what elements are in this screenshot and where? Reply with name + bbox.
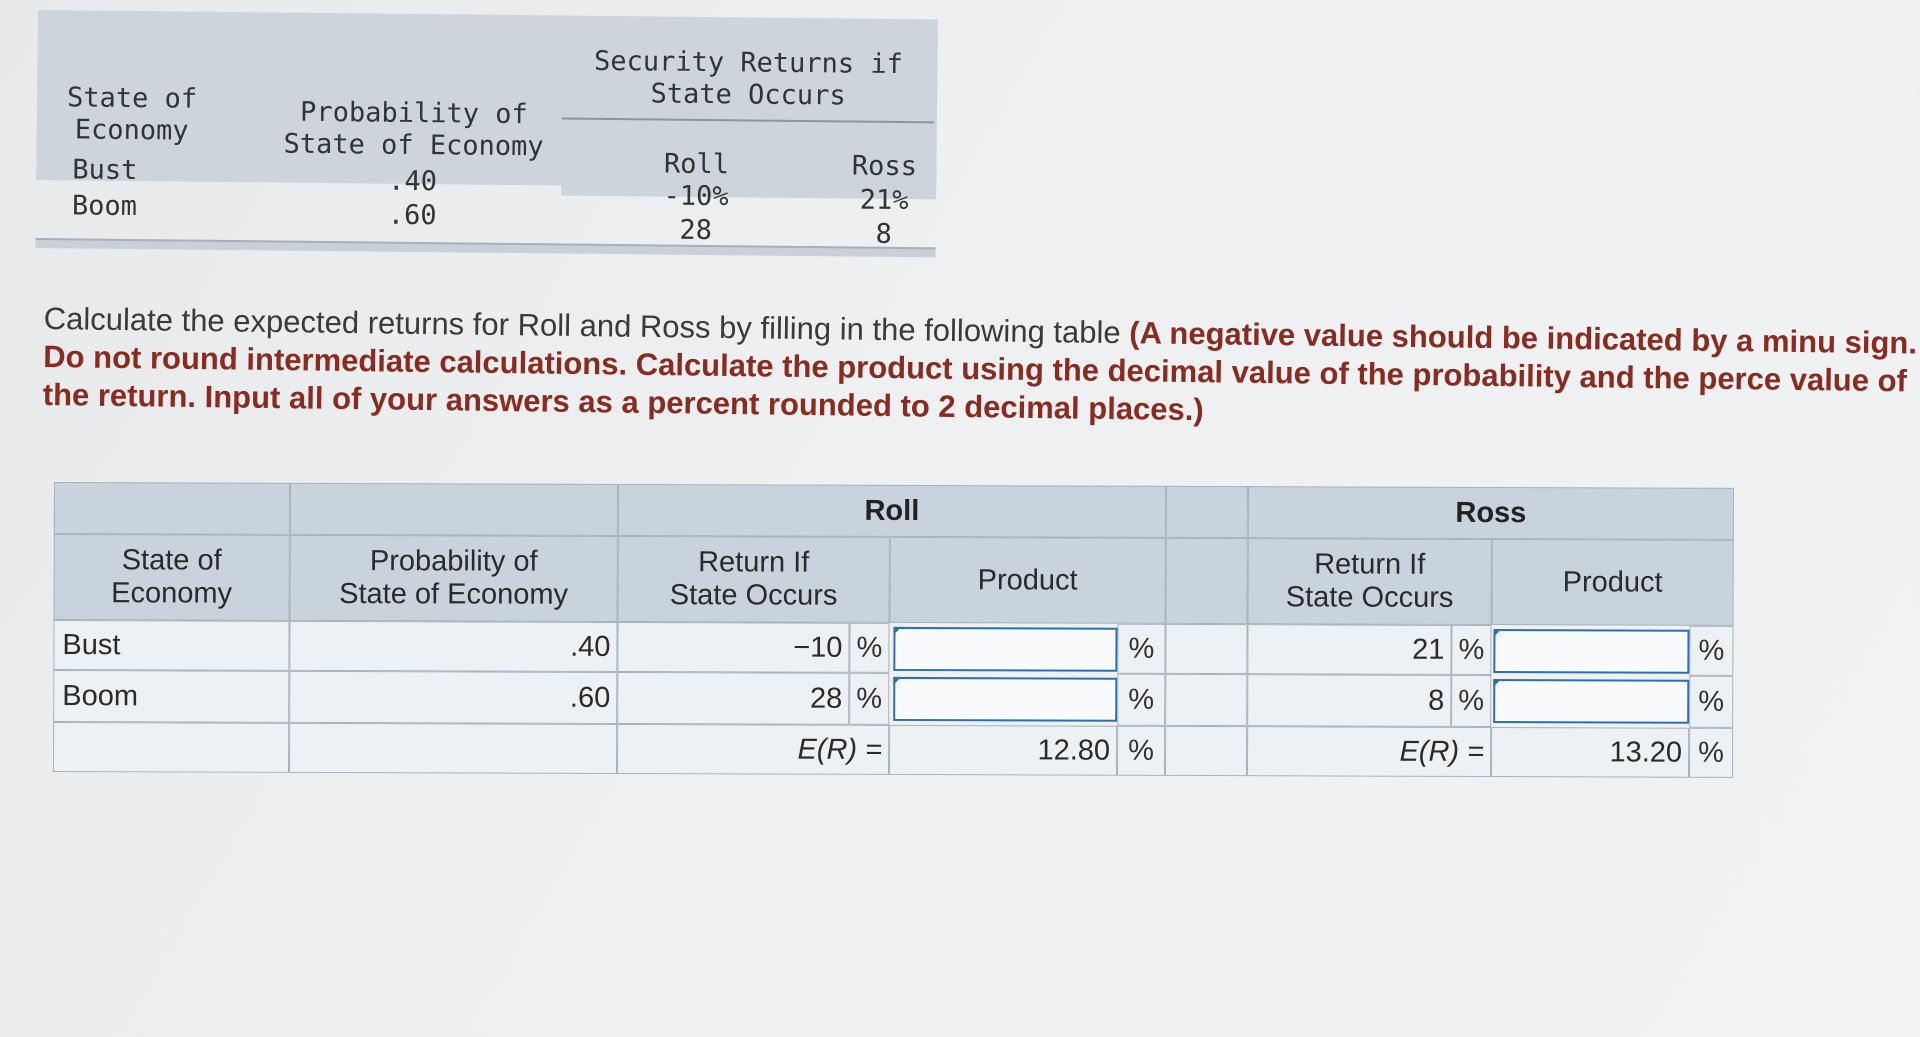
given-col-roll: Roll: [663, 148, 730, 181]
row-boom-probability: .60: [289, 670, 618, 724]
group-header-spacer: [1165, 485, 1248, 539]
col-spacer: [1165, 537, 1248, 625]
row-bust-ross-product-pct: %: [1689, 625, 1734, 676]
given-row-bust-prob: .40: [388, 165, 438, 198]
col-state-of-economy: State of Economy: [53, 533, 290, 621]
given-row-boom-roll: 28: [679, 214, 713, 247]
row-boom-spacer: [1165, 673, 1248, 727]
row-bust-probability: .40: [289, 620, 618, 672]
given-col-ross: Ross: [851, 150, 918, 183]
group-header-blank-2: [289, 482, 618, 536]
row-bust-ross-return: 21: [1247, 624, 1452, 675]
roll-er-pct: %: [1116, 725, 1166, 776]
ross-er-value: 13.20: [1490, 727, 1690, 778]
given-data-table: Security Returns if State Occurs State o…: [35, 10, 938, 277]
row-bust-roll-return: −10: [617, 621, 850, 673]
row-bust-roll-product-pct: %: [1117, 623, 1166, 674]
instructions-paragraph: Calculate the expected returns for Roll …: [43, 300, 1920, 439]
security-returns-header: Security Returns if State Occurs: [593, 45, 904, 112]
row-bust-ross-product-input[interactable]: [1493, 629, 1690, 674]
ross-group-header: Ross: [1247, 486, 1734, 540]
row-boom-ross-return-pct: %: [1451, 674, 1492, 728]
given-col-state: State of Economy: [66, 82, 198, 147]
col-roll-return: Return If State Occurs: [617, 535, 890, 623]
er-row-spacer: [1164, 725, 1248, 777]
row-boom-ross-product-input[interactable]: [1493, 679, 1690, 724]
col-probability: Probability of State of Economy: [289, 534, 618, 622]
row-bust-spacer: [1165, 623, 1248, 675]
row-boom-roll-return: 28: [617, 671, 850, 725]
row-boom-state: Boom: [53, 669, 290, 723]
row-bust-ross-return-pct: %: [1451, 624, 1492, 676]
col-ross-return: Return If State Occurs: [1247, 538, 1492, 626]
row-boom-roll-product-input[interactable]: [893, 676, 1118, 722]
er-row-blank-1: [52, 721, 290, 773]
ross-er-pct: %: [1688, 727, 1734, 778]
given-row-bust-state: Bust: [72, 154, 138, 187]
col-ross-product: Product: [1491, 539, 1734, 626]
col-roll-product: Product: [889, 536, 1166, 624]
row-bust-roll-return-pct: %: [849, 622, 890, 673]
given-row-bust-ross: 21%: [859, 184, 909, 217]
row-boom-roll-return-pct: %: [849, 672, 890, 725]
roll-er-value: 12.80: [888, 724, 1118, 776]
row-boom-roll-product-pct: %: [1117, 673, 1166, 726]
er-row-blank-2: [288, 722, 618, 774]
roll-group-header: Roll: [617, 483, 1166, 538]
given-row-boom-state: Boom: [71, 190, 138, 223]
row-bust-roll-product-input[interactable]: [893, 626, 1118, 672]
group-header-blank-1: [53, 482, 290, 535]
given-row-bust-roll: -10%: [663, 180, 729, 213]
row-bust-state: Bust: [53, 619, 290, 671]
row-boom-ross-product-pct: %: [1689, 675, 1734, 728]
answer-table: Roll Ross State of Economy Probability o…: [52, 482, 1734, 780]
given-row-boom-prob: .60: [387, 199, 437, 232]
given-col-probability: Probability of State of Economy: [283, 96, 544, 163]
roll-er-label: E(R) =: [616, 723, 890, 775]
given-bottom-rule: [35, 237, 936, 258]
row-boom-ross-return: 8: [1247, 674, 1452, 727]
ross-er-label: E(R) =: [1246, 726, 1492, 778]
